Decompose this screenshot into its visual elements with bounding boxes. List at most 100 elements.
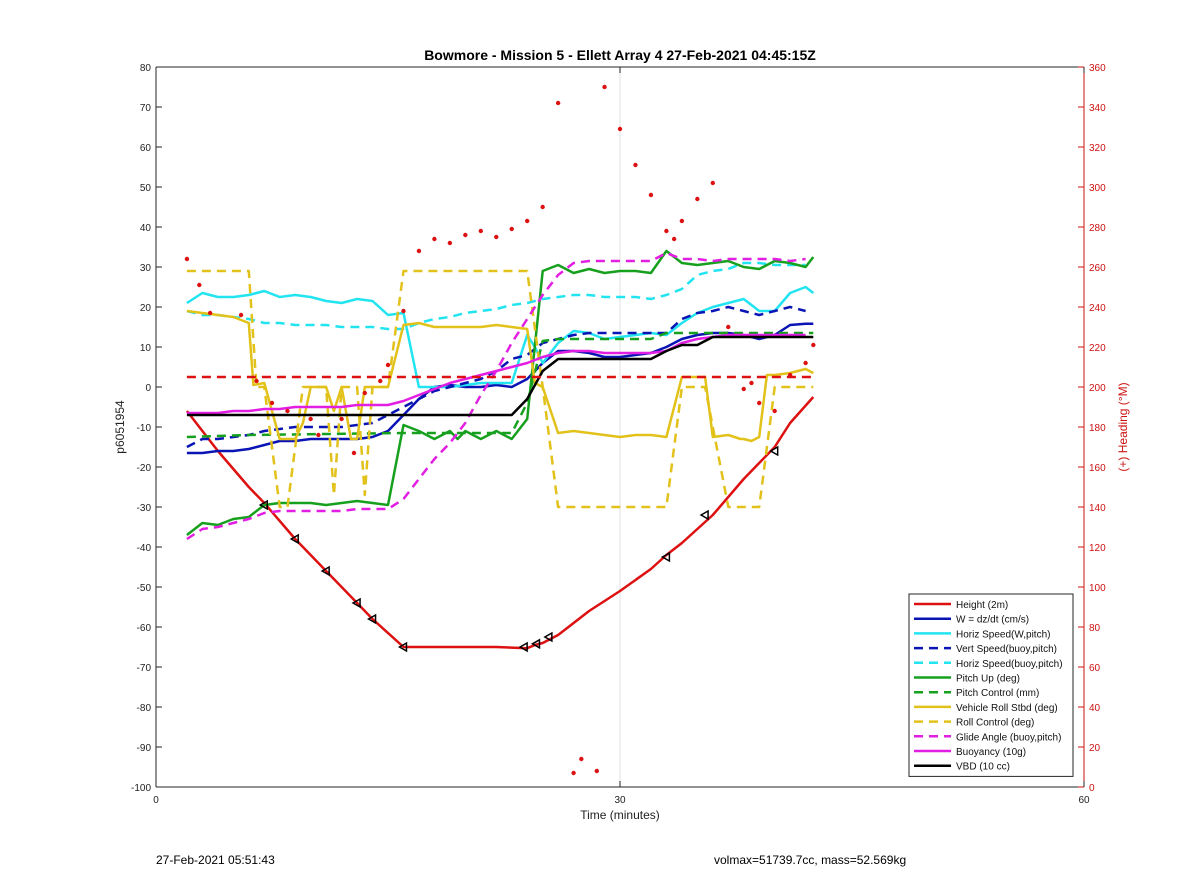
heading-point bbox=[362, 390, 367, 396]
x-tick-label: 30 bbox=[614, 795, 626, 806]
chart-title: Bowmore - Mission 5 - Ellett Array 4 27-… bbox=[424, 47, 816, 63]
height-marker bbox=[320, 565, 330, 577]
legend: Height (2m) W = dz/dt (cm/s) Horiz Speed(W… bbox=[908, 593, 1074, 777]
heading-point bbox=[339, 416, 344, 422]
heading-point bbox=[648, 192, 654, 198]
height-marker bbox=[699, 509, 709, 521]
y-right-tick-label: 40 bbox=[1089, 703, 1101, 714]
heading-point bbox=[710, 180, 715, 186]
y-right-tick-label: 200 bbox=[1089, 383, 1106, 394]
legend-box bbox=[908, 593, 1074, 777]
legend-label-4: Horiz Speed(buoy,pitch) bbox=[956, 659, 1063, 670]
heading-point bbox=[351, 450, 357, 456]
heading-point bbox=[726, 324, 731, 330]
height-marker bbox=[530, 638, 541, 650]
heading-point bbox=[525, 218, 530, 224]
y-tick-label: 70 bbox=[140, 103, 152, 114]
y-tick-label: -80 bbox=[137, 703, 152, 714]
legend-label-0: Height (2m) bbox=[956, 600, 1008, 611]
heading-point bbox=[757, 400, 762, 406]
heading-point bbox=[671, 236, 677, 242]
heading-point bbox=[509, 226, 514, 232]
height-marker bbox=[351, 597, 361, 609]
y-tick-label: -30 bbox=[137, 503, 152, 514]
y-right-tick-label: 260 bbox=[1089, 263, 1106, 274]
legend-label-11: VBD (10 cc) bbox=[956, 762, 1010, 773]
legend-label-1: W = dz/dt (cm/s) bbox=[956, 615, 1029, 626]
y-tick-label: 80 bbox=[140, 63, 152, 74]
series-line-2 bbox=[186, 285, 815, 389]
heading-point bbox=[494, 234, 499, 240]
marker-layer bbox=[258, 445, 779, 653]
series-line-4 bbox=[186, 261, 806, 331]
height-marker bbox=[518, 641, 528, 653]
heading-point bbox=[378, 378, 383, 384]
heading-point bbox=[269, 400, 275, 406]
y-right-tick-label: 360 bbox=[1089, 63, 1106, 74]
y-axis-label: p6051954 bbox=[113, 400, 127, 454]
y-tick-label: -50 bbox=[137, 583, 152, 594]
heading-point bbox=[579, 756, 584, 762]
legend-label-7: Vehicle Roll Stbd (deg) bbox=[956, 703, 1058, 714]
heading-point bbox=[463, 232, 468, 238]
heading-point bbox=[416, 248, 422, 254]
y-tick-label: 20 bbox=[140, 303, 152, 314]
legend-label-10: Buoyancy (10g) bbox=[956, 747, 1026, 758]
y-tick-label: -100 bbox=[131, 783, 151, 794]
y-right-tick-label: 140 bbox=[1089, 503, 1106, 514]
y-right-tick-label: 0 bbox=[1089, 783, 1095, 794]
heading-point bbox=[664, 228, 669, 234]
legend-label-5: Pitch Up (deg) bbox=[956, 674, 1020, 685]
heading-point bbox=[772, 408, 777, 414]
y-tick-label: -40 bbox=[137, 543, 152, 554]
series-line-11 bbox=[186, 335, 814, 417]
series-line-8 bbox=[186, 269, 814, 509]
y-right-tick-label: 180 bbox=[1089, 423, 1106, 434]
height-marker bbox=[258, 499, 269, 511]
heading-point bbox=[207, 310, 213, 316]
x-tick-label: 0 bbox=[153, 795, 159, 806]
y-right-tick-label: 160 bbox=[1089, 463, 1106, 474]
heading-point bbox=[184, 256, 190, 262]
heading-point bbox=[741, 386, 746, 392]
heading-point bbox=[633, 162, 638, 168]
y-right-tick-label: 320 bbox=[1089, 143, 1106, 154]
y-right-tick-label: 240 bbox=[1089, 303, 1106, 314]
y-right-tick-label: 220 bbox=[1089, 343, 1106, 354]
heading-point bbox=[316, 432, 321, 438]
heading-point bbox=[238, 312, 244, 318]
heading-point bbox=[385, 362, 391, 368]
series-line-7 bbox=[186, 309, 814, 443]
y-right-tick-label: 340 bbox=[1089, 103, 1106, 114]
y-tick-label: -10 bbox=[137, 423, 152, 434]
height-marker bbox=[769, 445, 779, 457]
heading-point bbox=[571, 770, 576, 776]
heading-point bbox=[285, 408, 290, 414]
heading-point bbox=[540, 204, 545, 210]
axes-layer: -100-90-80-70-60-50-40-30-20-10010203040… bbox=[131, 63, 1106, 806]
heading-point bbox=[197, 282, 202, 288]
y-right-tick-label: 300 bbox=[1089, 183, 1106, 194]
heading-point bbox=[401, 308, 406, 314]
legend-label-2: Horiz Speed(W,pitch) bbox=[956, 629, 1050, 640]
y-right-tick-label: 20 bbox=[1089, 743, 1101, 754]
height-marker bbox=[397, 641, 408, 653]
series-line-6 bbox=[186, 331, 814, 439]
heading-point bbox=[617, 126, 623, 132]
heading-point bbox=[811, 342, 816, 348]
heading-point bbox=[787, 372, 793, 378]
heading-point bbox=[594, 768, 599, 774]
y-tick-label: -20 bbox=[137, 463, 152, 474]
x-tick-label: 60 bbox=[1078, 795, 1090, 806]
y-right-tick-label: 120 bbox=[1089, 543, 1106, 554]
y-right-tick-label: 80 bbox=[1089, 623, 1101, 634]
heading-point bbox=[308, 416, 313, 422]
y-tick-label: 60 bbox=[140, 143, 152, 154]
height-marker bbox=[660, 551, 671, 563]
series-line-5 bbox=[186, 249, 815, 536]
heading-point bbox=[555, 100, 561, 106]
y-tick-label: 30 bbox=[140, 263, 152, 274]
y-tick-label: 10 bbox=[140, 343, 152, 354]
y-tick-label: -90 bbox=[137, 743, 152, 754]
